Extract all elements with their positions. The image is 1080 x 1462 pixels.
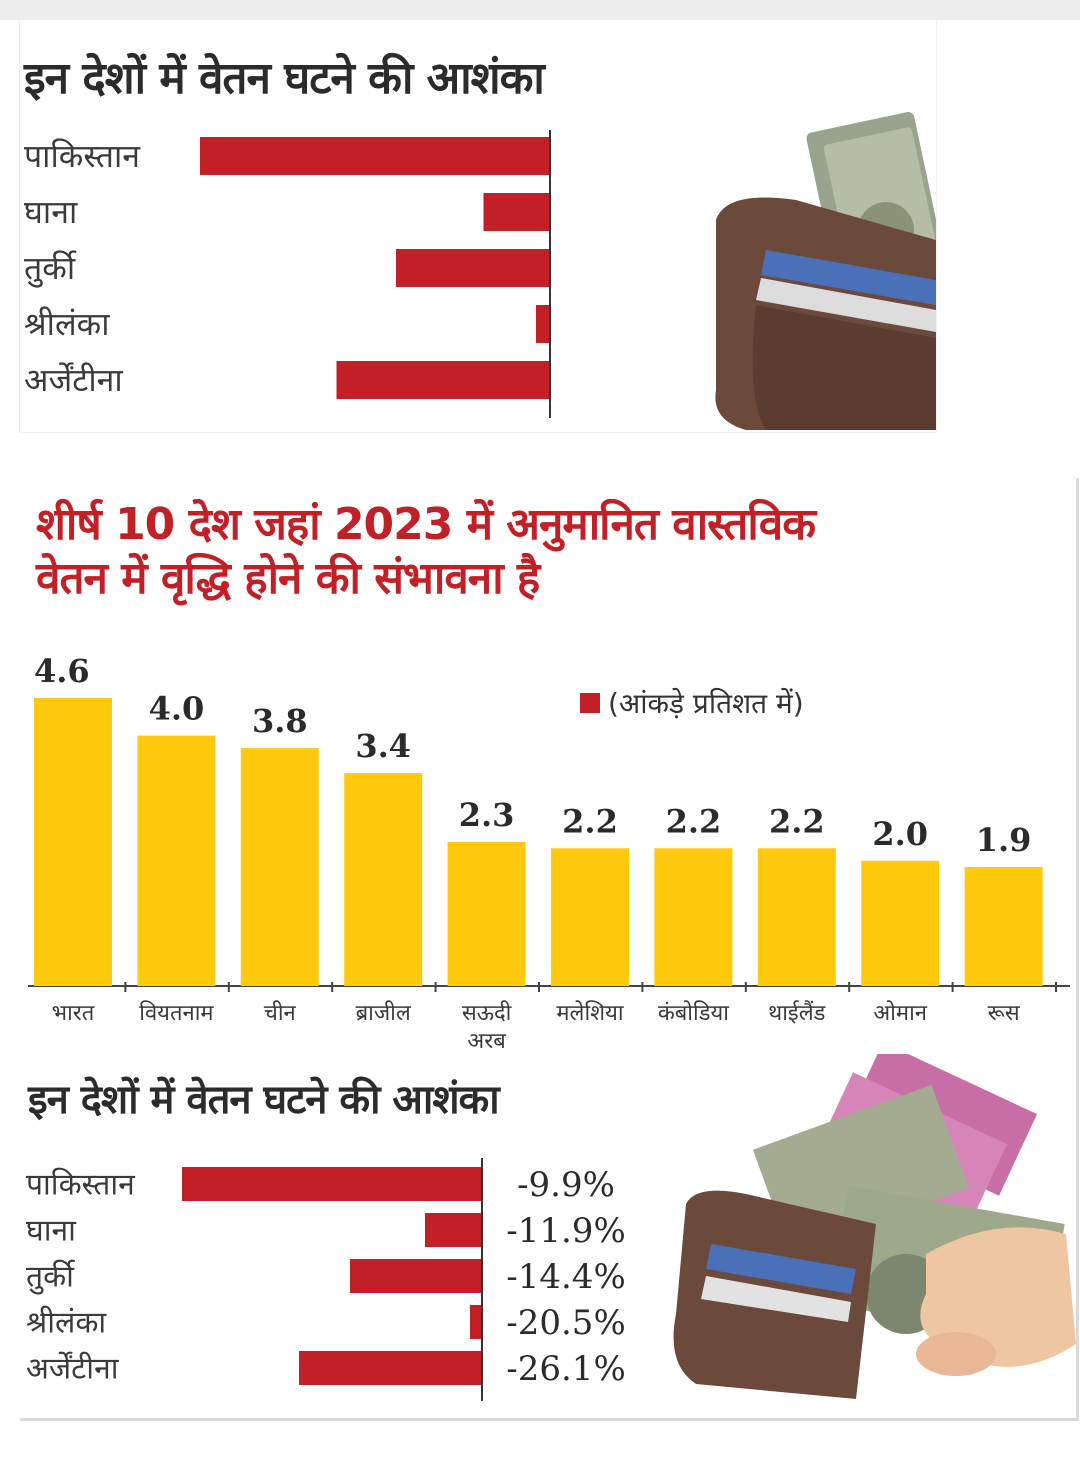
value-label: -14.4%	[506, 1257, 626, 1297]
value-label: -11.9%	[506, 1211, 626, 1251]
growth-bar	[137, 735, 216, 986]
main-title-line1: शीर्ष 10 देश जहां 2023 में अनुमानित वास्…	[36, 499, 816, 550]
x-tick-label: वियतनाम	[139, 1000, 214, 1026]
country-label: तुर्की	[26, 1260, 75, 1296]
x-tick-label: ब्राजील	[356, 1000, 412, 1026]
x-tick-label: कंबोडिया	[658, 1000, 729, 1026]
decline-bar	[182, 1167, 482, 1201]
growth-bar	[344, 773, 423, 986]
bar-value-label: 3.4	[355, 727, 411, 765]
bar-value-label: 2.2	[562, 802, 618, 840]
x-tick-label: थाईलैंड	[768, 1000, 825, 1026]
country-label: श्रीलंका	[24, 305, 110, 343]
growth-bar	[34, 698, 112, 986]
country-label: अर्जेंटीना	[24, 361, 123, 399]
decline-bar	[483, 193, 550, 231]
x-tick-label: भारत	[52, 1001, 95, 1026]
bar-value-label: 4.0	[149, 690, 205, 728]
country-label: पाकिस्तान	[24, 137, 141, 175]
bar-value-label: 2.2	[769, 802, 825, 840]
decline-bar	[470, 1305, 482, 1339]
bar-value-label: 4.6	[34, 652, 90, 690]
country-label: पाकिस्तान	[26, 1168, 136, 1203]
value-label: -26.1%	[506, 1349, 626, 1389]
growth-bar	[447, 842, 526, 986]
value-label: -20.5%	[506, 1303, 626, 1343]
country-label: घाना	[26, 1214, 77, 1249]
main-panel: शीर्ष 10 देश जहां 2023 में अनुमानित वास्…	[20, 478, 1079, 1421]
x-tick-label: चीन	[264, 1000, 297, 1026]
bar-value-label: 2.2	[666, 802, 722, 840]
bar-value-label: 2.0	[872, 815, 928, 853]
top-panel-heading: इन देशों में वेतन घटने की आशंका	[24, 53, 545, 104]
x-tick-label: ओमान	[873, 1000, 927, 1026]
bar-value-label: 1.9	[976, 821, 1032, 859]
main-chart-title: शीर्ष 10 देश जहां 2023 में अनुमानित वास्…	[36, 498, 976, 606]
x-tick-label: सऊदी	[462, 1000, 512, 1026]
x-tick-label: रूस	[988, 1001, 1021, 1026]
country-label: अर्जेंटीना	[26, 1352, 120, 1387]
bottom-panel-heading: इन देशों में वेतन घटने की आशंका	[28, 1077, 500, 1123]
growth-bar	[551, 848, 629, 986]
top10-bar-chart: 4.6 भारत 4.0 वियतनाम 3.8 चीन 3.4 ब्राजील 2.3 सऊदी…	[28, 652, 1070, 1054]
value-label: -9.9%	[517, 1165, 615, 1205]
decline-bar	[350, 1259, 482, 1293]
growth-bar	[861, 860, 940, 986]
decline-bar	[200, 137, 550, 175]
bottom-decline-chart: पाकिस्तान -9.9% घाना -11.9% तुर्की -14.4% श्री…	[26, 1158, 626, 1401]
hand-holding-banknotes-icon	[673, 1054, 1076, 1399]
x-tick-label: मलेशिया	[556, 1000, 623, 1026]
main-title-line2: वेतन में वृद्धि होने की संभावना है	[36, 553, 540, 604]
decline-bar	[536, 305, 550, 343]
wallet-with-banknotes-icon	[715, 111, 936, 430]
top-gray-strip	[0, 0, 1080, 20]
country-label: घाना	[24, 193, 78, 231]
top-decline-chart: पाकिस्तान-9.9%घाना-11.9%तुर्की-14.4%श्री…	[24, 130, 551, 418]
legend-swatch	[580, 693, 600, 713]
growth-bar	[757, 848, 836, 986]
growth-bar	[964, 867, 1043, 986]
legend: (आंकड़े प्रतिशत में)	[580, 684, 804, 722]
growth-bar	[240, 748, 319, 986]
x-tick-label: अरब	[467, 1029, 506, 1054]
legend-label: (आंकड़े प्रतिशत में)	[608, 687, 804, 720]
bar-value-label: 2.3	[459, 796, 515, 834]
decline-bar	[336, 361, 550, 399]
top-panel: इन देशों में वेतन घटने की आशंका पाकिस्ता…	[20, 20, 936, 432]
bar-value-label: 3.8	[252, 702, 308, 740]
country-label: श्रीलंका	[26, 1306, 107, 1341]
growth-bar	[654, 848, 733, 986]
decline-bar	[299, 1351, 482, 1385]
decline-bar	[425, 1213, 482, 1247]
decline-bar	[396, 249, 550, 287]
country-label: तुर्की	[24, 249, 77, 288]
